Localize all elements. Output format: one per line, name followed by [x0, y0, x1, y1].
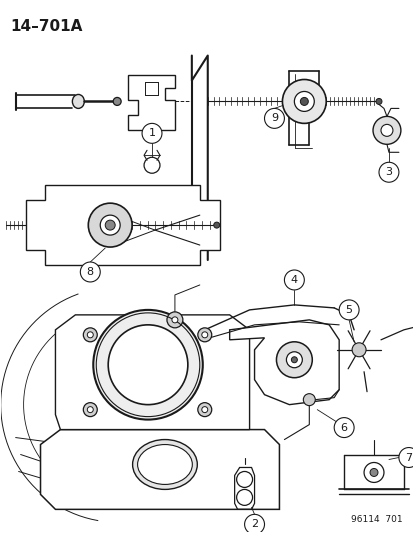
Circle shape — [286, 352, 301, 368]
Circle shape — [201, 332, 207, 338]
Circle shape — [197, 402, 211, 417]
Circle shape — [299, 98, 308, 106]
Circle shape — [282, 79, 325, 123]
Circle shape — [276, 342, 311, 378]
Circle shape — [236, 489, 252, 505]
Circle shape — [213, 222, 219, 228]
Circle shape — [264, 108, 284, 128]
Circle shape — [171, 317, 178, 323]
Circle shape — [88, 203, 132, 247]
Circle shape — [105, 220, 115, 230]
Text: 3: 3 — [385, 167, 392, 177]
Ellipse shape — [72, 94, 84, 108]
Circle shape — [113, 98, 121, 106]
Text: 14–701A: 14–701A — [11, 19, 83, 34]
Polygon shape — [229, 320, 338, 405]
Ellipse shape — [132, 440, 197, 489]
Circle shape — [369, 469, 377, 477]
Text: 5: 5 — [345, 305, 352, 315]
Circle shape — [100, 215, 120, 235]
Circle shape — [284, 270, 304, 290]
Circle shape — [142, 123, 161, 143]
Ellipse shape — [137, 445, 192, 484]
Circle shape — [87, 332, 93, 338]
Text: 1: 1 — [148, 128, 155, 139]
Circle shape — [375, 99, 381, 104]
Text: 7: 7 — [404, 453, 411, 463]
Circle shape — [201, 407, 207, 413]
Text: 9: 9 — [270, 114, 278, 123]
Circle shape — [294, 92, 313, 111]
Polygon shape — [128, 76, 174, 131]
Text: 96114  701: 96114 701 — [350, 515, 402, 524]
Text: 2: 2 — [250, 519, 257, 529]
Polygon shape — [26, 185, 219, 265]
Circle shape — [338, 300, 358, 320]
Circle shape — [378, 162, 398, 182]
Circle shape — [372, 116, 400, 144]
Polygon shape — [55, 315, 249, 430]
Circle shape — [291, 357, 297, 363]
Circle shape — [380, 124, 392, 136]
Text: 6: 6 — [340, 423, 347, 433]
Polygon shape — [40, 430, 279, 510]
Circle shape — [83, 402, 97, 417]
Circle shape — [333, 417, 353, 438]
Circle shape — [83, 328, 97, 342]
Circle shape — [108, 325, 188, 405]
Circle shape — [363, 463, 383, 482]
Circle shape — [244, 514, 264, 533]
Circle shape — [80, 262, 100, 282]
Circle shape — [87, 407, 93, 413]
Circle shape — [303, 394, 315, 406]
Circle shape — [93, 310, 202, 419]
Circle shape — [166, 312, 183, 328]
Circle shape — [398, 448, 413, 467]
Circle shape — [197, 328, 211, 342]
Text: 8: 8 — [86, 267, 94, 277]
Circle shape — [236, 472, 252, 487]
Text: 4: 4 — [290, 275, 297, 285]
Circle shape — [351, 343, 365, 357]
